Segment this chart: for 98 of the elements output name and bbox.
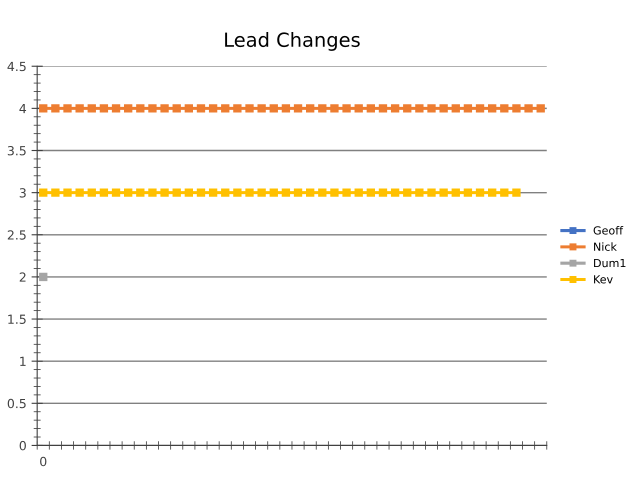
point [136,104,144,113]
point [500,104,508,113]
y-tick-label: 2 [20,272,26,282]
point [39,104,48,113]
point [512,104,521,113]
point [354,188,363,197]
point [342,188,351,197]
point [282,188,290,197]
point [464,188,472,197]
point [39,188,48,197]
point [148,104,157,113]
point [257,188,266,197]
point [306,104,314,113]
point [427,104,436,113]
point [112,104,120,113]
point [294,104,302,113]
y-tick-label: 0 [20,440,26,450]
point [427,188,436,197]
point [172,188,181,197]
point [172,104,181,113]
point [51,104,60,113]
point [39,272,48,282]
point [88,104,96,113]
point [354,104,363,113]
point [136,188,144,197]
point [160,188,169,197]
point [342,104,351,113]
point [282,104,290,113]
point [208,188,218,197]
point [88,188,96,197]
point [500,188,508,197]
point [318,188,326,197]
point [112,188,120,197]
point [512,188,521,197]
point [208,104,218,113]
point [221,104,230,113]
point [184,104,194,113]
point [330,188,339,197]
point [524,104,533,113]
point [196,104,206,113]
legend-label: Dum1 [594,258,626,268]
point [124,104,132,113]
point [403,104,412,113]
point [378,104,388,113]
point [270,188,278,197]
point [452,104,460,113]
point [245,104,254,113]
point [75,188,84,197]
point [536,104,545,113]
point [366,188,376,197]
point [233,188,242,197]
legend-label: Kev [594,275,613,284]
point [100,104,108,113]
legend-label: Nick [594,242,617,251]
point [464,104,472,113]
point [439,188,448,197]
y-tick-label: 0.5 [8,398,26,408]
point [160,104,169,113]
point [390,104,400,113]
point [233,104,242,113]
point [270,104,278,113]
legend-label: Geoff [594,226,624,235]
point [452,188,460,197]
point [488,188,496,197]
point [257,104,266,113]
point [51,188,60,197]
point [124,188,132,197]
y-tick-label: 4 [19,104,26,114]
point [330,104,339,113]
point [476,104,484,113]
y-tick-label: 2.5 [8,230,26,240]
point [476,188,484,197]
y-tick-label: 1 [20,356,26,366]
point [100,188,108,197]
point [63,188,72,197]
point [439,104,448,113]
point [378,188,388,197]
y-tick-label: 4.5 [7,62,26,72]
point [390,188,400,197]
point [306,188,314,197]
y-tick-label: 1.5 [8,314,26,324]
point [415,104,424,113]
point [415,188,424,197]
point [403,188,412,197]
point [148,188,157,197]
point [366,104,376,113]
y-tick-label: 3 [20,188,26,198]
y-tick-label: 3.5 [8,146,26,156]
point [184,188,194,197]
chart-title: Lead Changes [225,32,360,51]
point [488,104,496,113]
point [196,188,206,197]
point [221,188,230,197]
point [318,104,326,113]
point [294,188,302,197]
point [63,104,72,113]
point [75,104,84,113]
point [245,188,254,197]
